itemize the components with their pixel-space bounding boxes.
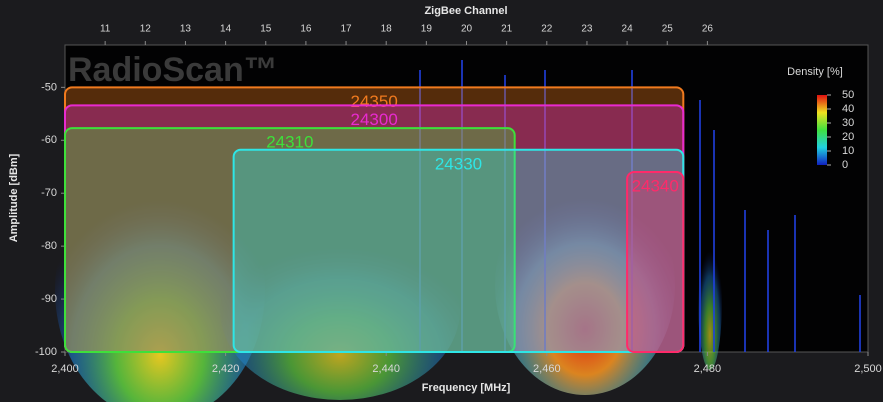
channel-tick-label: 20	[461, 24, 473, 35]
chart: RadioScan™ ZigBee Channel Frequency [MHz…	[0, 0, 883, 402]
watermark: RadioScan™	[68, 51, 278, 89]
channel-tick-label: 23	[581, 24, 593, 35]
colorbar-tick-label: 30	[842, 117, 854, 129]
y-tick-label: -60	[41, 134, 57, 146]
zone-label: 24310	[266, 133, 313, 152]
y-axis-title: Amplitude [dBm]	[8, 153, 20, 242]
y-tick-label: -80	[41, 240, 57, 252]
colorbar-tick-label: 10	[842, 145, 854, 157]
page: {"chart_data": { "type": "spectrum", "wa…	[0, 0, 883, 402]
channel-tick-label: 19	[421, 24, 433, 35]
channel-tick-label: 15	[260, 24, 272, 35]
channel-tick-label: 16	[300, 24, 312, 35]
channel-tick-label: 21	[501, 24, 513, 35]
y-tick-label: -90	[41, 293, 57, 305]
x-tick-label: 2,460	[533, 363, 561, 375]
channel-tick-label: 26	[702, 24, 714, 35]
colorbar-tick-label: 40	[842, 103, 854, 115]
channel-tick-label: 11	[100, 24, 111, 35]
zone-label: 24330	[435, 154, 482, 173]
y-tick-label: -100	[35, 346, 57, 358]
x-tick-label: 2,400	[51, 363, 79, 375]
x-tick-label: 2,440	[372, 363, 400, 375]
colorbar-tick-label: 20	[842, 131, 854, 143]
zone	[627, 172, 683, 352]
x-tick-label: 2,500	[854, 363, 882, 375]
colorbar-tick-label: 50	[842, 89, 854, 101]
y-tick-label: -50	[41, 81, 57, 93]
channel-tick-label: 25	[662, 24, 674, 35]
zone-label: 24340	[632, 177, 679, 196]
x-axis-title: Frequency [MHz]	[422, 382, 511, 394]
density-cloud	[698, 230, 722, 370]
zone	[234, 150, 684, 352]
channel-tick-label: 14	[220, 24, 232, 35]
zone-label: 24300	[351, 110, 398, 129]
x-tick-label: 2,420	[212, 363, 240, 375]
colorbar-tick-label: 0	[842, 159, 848, 171]
colorbar-title: Density [%]	[787, 66, 843, 78]
colorbar	[817, 95, 827, 165]
top-axis-title: ZigBee Channel	[424, 5, 507, 17]
channel-tick-label: 12	[140, 24, 152, 35]
channel-tick-label: 18	[381, 24, 393, 35]
channel-tick-label: 13	[180, 24, 192, 35]
channel-tick-label: 22	[541, 24, 553, 35]
y-tick-label: -70	[41, 187, 57, 199]
x-tick-label: 2,480	[694, 363, 722, 375]
channel-tick-label: 24	[622, 24, 634, 35]
channel-tick-label: 17	[340, 24, 352, 35]
